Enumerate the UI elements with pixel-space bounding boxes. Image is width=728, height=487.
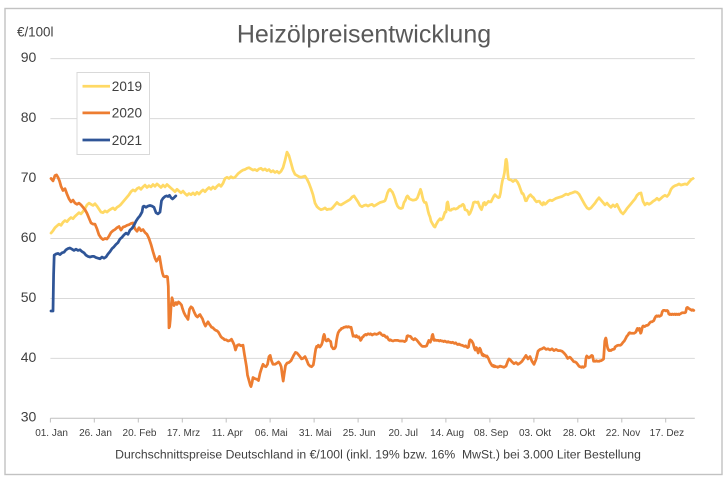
svg-text:Durchschnittspreise Deutschlan: Durchschnittspreise Deutschland in €/100… — [115, 448, 641, 462]
svg-text:17. Mrz: 17. Mrz — [167, 428, 200, 439]
svg-text:01. Jan: 01. Jan — [35, 428, 68, 439]
svg-text:60: 60 — [21, 229, 37, 245]
svg-text:06. Mai: 06. Mai — [255, 428, 288, 439]
svg-text:08. Sep: 08. Sep — [474, 428, 509, 439]
svg-text:50: 50 — [21, 289, 37, 305]
svg-text:€/100l: €/100l — [17, 25, 54, 40]
svg-text:30: 30 — [21, 409, 37, 425]
svg-text:70: 70 — [21, 169, 37, 185]
svg-text:22. Nov: 22. Nov — [606, 428, 640, 439]
svg-text:31. Mai: 31. Mai — [299, 428, 332, 439]
svg-text:25. Jun: 25. Jun — [343, 428, 376, 439]
svg-text:90: 90 — [21, 49, 37, 65]
svg-text:28. Okt: 28. Okt — [563, 428, 595, 439]
svg-text:Heizölpreisentwicklung: Heizölpreisentwicklung — [237, 21, 491, 49]
svg-text:14. Aug: 14. Aug — [430, 428, 464, 439]
svg-text:20. Feb: 20. Feb — [123, 428, 157, 439]
svg-text:2021: 2021 — [112, 133, 142, 148]
svg-text:2019: 2019 — [112, 79, 142, 94]
svg-text:03. Okt: 03. Okt — [519, 428, 551, 439]
svg-text:2020: 2020 — [112, 106, 143, 121]
svg-text:11. Apr: 11. Apr — [212, 428, 244, 439]
svg-text:40: 40 — [21, 349, 37, 365]
svg-text:80: 80 — [21, 109, 37, 125]
svg-text:20. Jul: 20. Jul — [388, 428, 417, 439]
svg-text:17. Dez: 17. Dez — [650, 428, 684, 439]
svg-text:26. Jan: 26. Jan — [79, 428, 112, 439]
